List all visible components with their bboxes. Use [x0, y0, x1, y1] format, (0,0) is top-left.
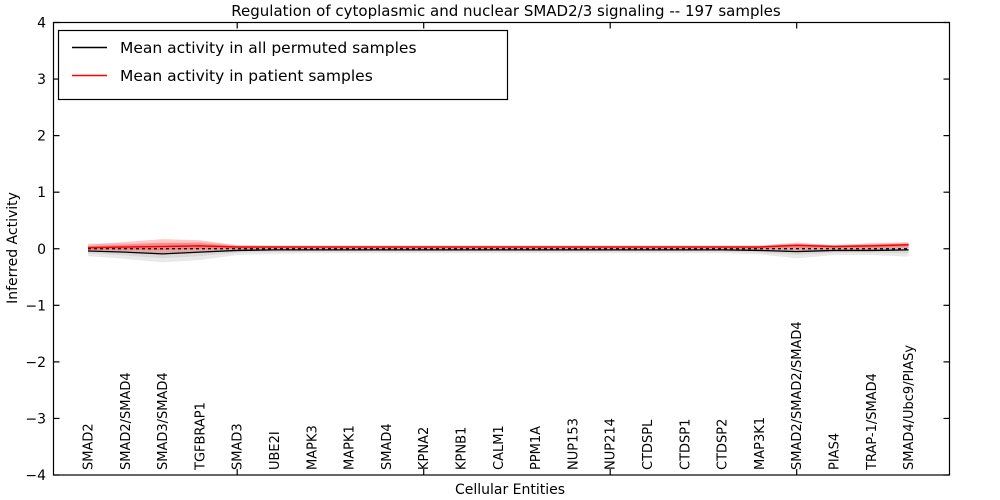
axis-ticks: [53, 21, 950, 476]
x-tick-labels: SMAD2 SMAD2/SMAD4 SMAD3/SMAD4 TGFBRAP1 SMAD3…: [82, 321, 918, 471]
y-tick-label: 2: [37, 129, 46, 145]
legend-label-patient: Mean activity in patient samples: [120, 67, 373, 85]
y-tick-label: 0: [37, 242, 46, 258]
y-tick-label: −3: [25, 411, 46, 427]
x-tick-label: TRAP-1/SMAD4: [865, 373, 880, 471]
x-tick-label: NUP214: [604, 418, 619, 470]
x-tick-label: SMAD2: [82, 423, 97, 470]
y-tick-label: −4: [25, 468, 46, 484]
x-tick-label: PIAS4: [828, 433, 843, 470]
x-tick-label: CTDSP2: [716, 419, 731, 470]
legend: Mean activity in all permuted samples Me…: [57, 29, 509, 101]
y-tick-label: 3: [37, 72, 46, 88]
x-tick-label: SMAD3: [231, 423, 246, 470]
x-tick-label: SMAD2/SMAD2/SMAD4: [790, 321, 805, 470]
y-axis-label: Inferred Activity: [5, 192, 21, 304]
y-tick-label: 1: [37, 185, 46, 201]
x-tick-label: SMAD3/SMAD4: [156, 372, 171, 470]
x-tick-label: KPNA2: [417, 427, 432, 470]
legend-box: [57, 29, 509, 101]
series-line-1: [87, 244, 909, 249]
x-tick-label: KPNB1: [455, 427, 470, 470]
x-tick-label: UBE2I: [268, 431, 283, 470]
x-tick-label: MAPK1: [343, 425, 358, 470]
x-axis-label: Cellular Entities: [455, 482, 565, 498]
chart-title: Regulation of cytoplasmic and nuclear SM…: [231, 2, 781, 20]
x-tick-label: PPM1A: [529, 426, 544, 470]
y-tick-label: 4: [37, 16, 46, 32]
x-tick-label: SMAD2/SMAD4: [119, 372, 134, 470]
band-outer-1: [88, 239, 909, 254]
x-tick-label: MAP3K1: [753, 417, 768, 470]
y-tick-label: −1: [25, 298, 46, 314]
x-tick-label: CTDSPL: [641, 419, 656, 470]
x-tick-label: CTDSP1: [678, 419, 693, 470]
x-tick-label: SMAD4: [380, 423, 395, 470]
legend-label-permuted: Mean activity in all permuted samples: [120, 39, 417, 57]
x-tick-label: MAPK3: [305, 425, 320, 470]
x-tick-label: SMAD4/Ubc9/PIASy: [902, 345, 917, 470]
series-line-0: [87, 249, 909, 255]
series-lines: [87, 244, 909, 255]
y-tick-labels: 4 3 2 1 0 −1 −2 −3 −4: [25, 16, 46, 485]
x-tick-label: NUP153: [566, 418, 581, 470]
y-tick-label: −2: [25, 355, 46, 371]
x-tick-label: CALM1: [492, 425, 507, 470]
x-tick-label: TGFBRAP1: [193, 402, 208, 471]
